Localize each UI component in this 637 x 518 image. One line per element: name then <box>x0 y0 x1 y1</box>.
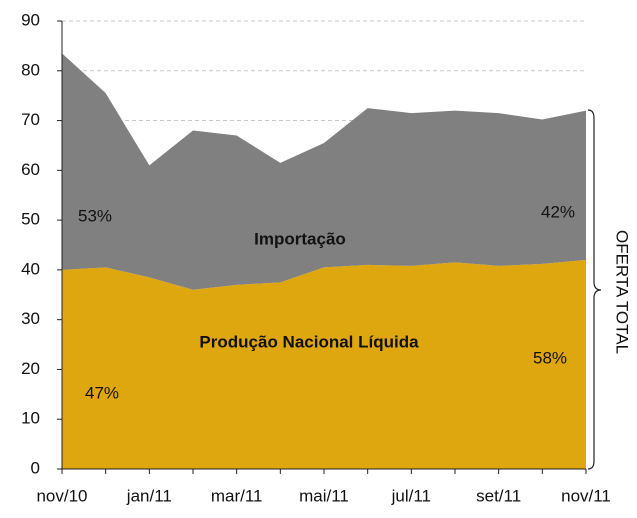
x-tick-label: set/11 <box>476 486 521 505</box>
x-tick-label: jul/11 <box>391 486 431 505</box>
area <box>62 53 586 290</box>
share-label: 53% <box>78 206 112 225</box>
area <box>62 259 586 469</box>
share-label: 47% <box>85 383 119 402</box>
y-tick-label: 0 <box>31 458 40 477</box>
y-tick-label: 10 <box>21 409 40 428</box>
y-tick-label: 70 <box>21 110 40 129</box>
x-tick-label: jan/11 <box>126 486 172 505</box>
y-tick-label: 50 <box>21 210 40 229</box>
y-tick-label: 20 <box>21 359 40 378</box>
x-tick-label: nov/11 <box>561 486 611 505</box>
total-brace <box>587 109 602 470</box>
total-label: OFERTA TOTAL <box>613 230 632 354</box>
x-tick-label: mai/11 <box>299 486 349 505</box>
series-label: Importação <box>254 229 346 248</box>
y-tick-label: 30 <box>21 309 40 328</box>
x-tick-label: nov/10 <box>36 486 87 505</box>
y-tick-label: 80 <box>21 60 40 79</box>
y-tick-label: 40 <box>21 259 40 278</box>
y-tick-label: 90 <box>21 10 40 29</box>
series-label: Produção Nacional Líquida <box>199 332 419 351</box>
share-label: 58% <box>533 348 567 367</box>
x-tick-label: mar/11 <box>211 486 263 505</box>
y-tick-label: 60 <box>21 160 40 179</box>
share-label: 42% <box>541 202 575 221</box>
